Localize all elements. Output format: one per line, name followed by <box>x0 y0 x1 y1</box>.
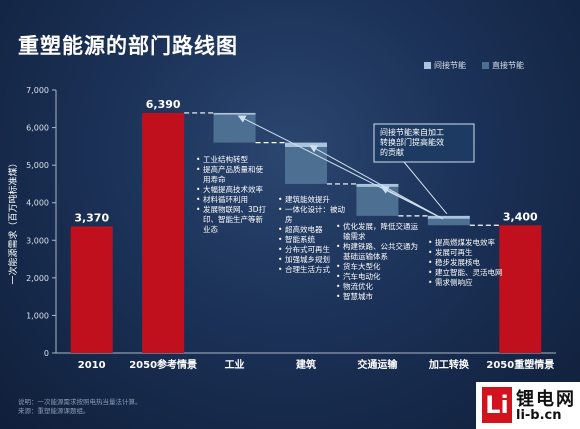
industry-measure: 发展物联网、3D打印、智能生产等新业态 <box>196 205 268 235</box>
total-bar-label: 6,390 <box>146 98 181 111</box>
total-bar <box>142 112 185 353</box>
industry-measure: 提高产品质量和使用寿命 <box>196 165 268 185</box>
conversion-measures-list: 提高燃煤发电效率 发展可再生 稳步发展核电 建立智能、灵活电网 需求侧响应 <box>428 238 504 288</box>
x-tick-label: 交通运输 <box>357 358 398 371</box>
buildings-measure: 建筑能效提升 <box>278 195 350 205</box>
legend-swatch <box>482 62 489 69</box>
total-bar <box>499 225 542 353</box>
transport-measure: 货车大型化 <box>336 262 418 272</box>
industry-measures-list: 工业结构转型 提高产品质量和使用寿命 大幅提高技术效率 材料循环利用 发展物联网… <box>196 155 268 235</box>
step-indirect-segment <box>213 112 256 115</box>
buildings-measures-list: 建筑能效提升 一体化设计：被动房 超高效电器 智能系统 分布式可再生 加强城乡规… <box>278 195 350 275</box>
y-tick-label: 4,000 <box>26 199 49 208</box>
total-bar-label: 3,400 <box>503 210 538 223</box>
transport-measure: 构建铁路、公共交通为基础运输体系 <box>336 242 418 262</box>
transport-measure: 优化发展，降低交通运输需求 <box>336 222 418 242</box>
indirect-savings-arrow <box>380 186 444 220</box>
conversion-measure: 稳步发展核电 <box>428 258 504 268</box>
chart-title: 重塑能源的部门路线图 <box>18 34 238 58</box>
y-tick-label: 5,000 <box>26 161 49 170</box>
conversion-measure: 建立智能、灵活电网 <box>428 268 504 278</box>
buildings-measure: 超高效电器 <box>278 225 350 235</box>
annotation-box <box>373 123 475 163</box>
y-tick-label: 3,000 <box>26 236 49 245</box>
x-tick-label: 2010 <box>78 360 106 371</box>
conversion-measure: 提高燃煤发电效率 <box>428 238 504 248</box>
conversion-measure: 需求侧响应 <box>428 278 504 288</box>
annotation-text-line: 的贡献 <box>380 147 404 157</box>
footnote-line: 说明：一次能源需求按照电热当量法计算。 <box>18 398 142 406</box>
legend-swatch <box>424 62 431 69</box>
transport-measures-list: 优化发展，降低交通运输需求 构建铁路、公共交通为基础运输体系 货车大型化 汽车电… <box>336 222 418 302</box>
industry-measure: 工业结构转型 <box>196 155 268 165</box>
logo-url: li-b.cn <box>516 408 562 423</box>
annotation-text-line: 间接节能来自加工 <box>380 127 444 137</box>
step-direct-segment <box>285 147 327 184</box>
annotation-text-line: 转换部门提高能效 <box>380 137 444 147</box>
buildings-measure: 合理生活方式 <box>278 265 350 275</box>
indirect-savings-arrow <box>309 145 444 220</box>
x-tick-label: 加工转换 <box>428 358 470 371</box>
industry-measure: 大幅提高技术效率 <box>196 185 268 195</box>
step-indirect-segment <box>427 215 470 219</box>
transport-measure: 物流优化 <box>336 282 418 292</box>
step-direct-segment <box>213 114 256 143</box>
annotation-pointer <box>403 161 448 215</box>
buildings-measure: 一体化设计：被动房 <box>278 205 350 225</box>
y-tick-label: 7,000 <box>26 86 49 95</box>
footnote: 说明：一次能源需求按照电热当量法计算。 来源：重塑能源课题组。 <box>18 398 142 416</box>
logo-name: 锂电网 <box>516 389 576 410</box>
y-tick-label: 1,000 <box>26 311 49 320</box>
total-bar <box>70 226 113 353</box>
buildings-measure: 分布式可再生 <box>278 245 350 255</box>
y-tick-label: 0 <box>44 349 49 358</box>
x-tick-label: 2050参考情景 <box>129 358 197 371</box>
x-tick-label: 2050重塑情景 <box>486 358 554 371</box>
total-bar-label: 3,370 <box>74 211 109 224</box>
conversion-measure: 发展可再生 <box>428 248 504 258</box>
transport-measure: 汽车电动化 <box>336 272 418 282</box>
step-indirect-segment <box>285 142 327 148</box>
buildings-measure: 智能系统 <box>278 235 350 245</box>
y-axis-title: 一次能源需求（百万吨标准煤） <box>7 158 19 284</box>
x-tick-label: 建筑 <box>295 358 316 371</box>
y-tick-label: 2,000 <box>26 274 49 283</box>
transport-measure: 智慧城市 <box>336 292 418 302</box>
logo-mark: Li <box>482 387 512 423</box>
industry-measure: 材料循环利用 <box>196 195 268 205</box>
legend-label: 直接节能 <box>492 60 524 70</box>
x-tick-label: 工业 <box>225 358 245 371</box>
logo: Li 锂电网 li-b.cn <box>476 382 580 429</box>
legend-label: 间接节能 <box>434 60 466 70</box>
y-tick-label: 6,000 <box>26 124 49 133</box>
footnote-line: 来源：重塑能源课题组。 <box>18 407 90 415</box>
step-direct-segment <box>427 218 470 226</box>
buildings-measure: 加强城乡规划 <box>278 255 350 265</box>
